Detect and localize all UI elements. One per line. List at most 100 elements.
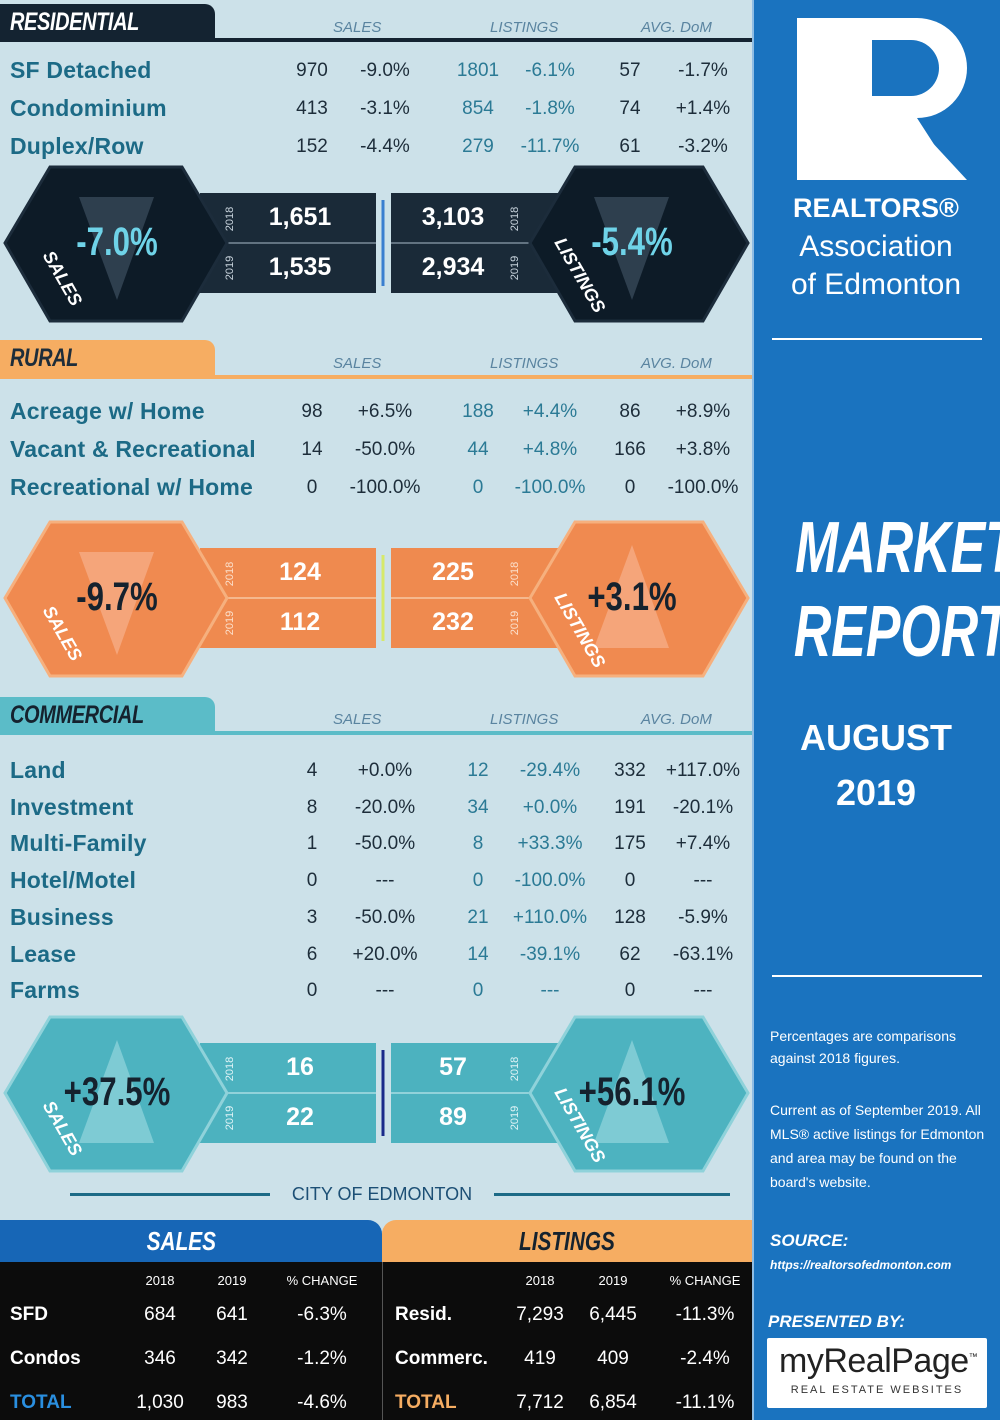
rural-row-sales-pct: -50.0% (354, 439, 416, 460)
city-sales-cell: 342 (216, 1348, 248, 1369)
city-listings-header: 2018 (525, 1273, 555, 1288)
commercial-col-listings: LISTINGS (490, 711, 559, 728)
city-listings-cell: 419 (524, 1348, 556, 1369)
org-name: REALTORS® (793, 193, 959, 223)
commercial-listings-pct: +56.1% (578, 1070, 686, 1114)
realtor-r-logo-icon (797, 18, 967, 180)
commercial-row-listings: 12 (467, 760, 489, 781)
residential-sales-2019: 1,535 (268, 253, 332, 281)
residential-listings-arrow-down (594, 197, 669, 300)
city-listings-cell: 6,854 (589, 1392, 637, 1413)
residential-row-dom: 61 (619, 136, 641, 157)
rural-sales-2019: 112 (279, 608, 321, 636)
city-listings-header: 2019 (598, 1273, 628, 1288)
rural-row-sales: 0 (306, 477, 318, 498)
commercial-row-listings: 34 (467, 796, 489, 818)
city-sales-cell: 346 (144, 1348, 176, 1369)
rural-row-label: Acreage w/ Home (10, 398, 205, 424)
rural-row-listings: 188 (462, 401, 494, 422)
commercial-row-label: Hotel/Motel (10, 867, 137, 894)
city-sales-tab: SALES (146, 1226, 216, 1256)
commercial-row-listings-pct: -100.0% (514, 870, 586, 892)
rural-row-sales: 14 (301, 439, 323, 460)
commercial-row-sales-pct: -50.0% (354, 833, 416, 855)
commercial-row-listings: 14 (467, 943, 489, 965)
rural-row-dom-pct: +8.9% (675, 401, 731, 422)
commercial-row-sales-pct: --- (375, 870, 395, 892)
rural-row-label: Vacant & Recreational (10, 436, 256, 462)
city-sales-cell: 1,030 (136, 1392, 184, 1413)
commercial-row-listings: 0 (472, 980, 484, 1002)
rural-sales-2018: 124 (279, 558, 321, 586)
rural-listings-2018: 225 (432, 558, 474, 586)
city-sales-header: 2018 (145, 1273, 175, 1288)
commercial-sales-2019: 22 (286, 1103, 314, 1131)
commercial-summary-graphic (3, 1015, 750, 1173)
commercial-row-dom: 332 (614, 760, 646, 781)
commercial-row-dom-pct: --- (693, 870, 713, 892)
commercial-summary: +37.5% +56.1% SALES LISTINGS 2018 2019 2… (0, 1015, 752, 1175)
commercial-row-listings-pct: +33.3% (517, 833, 583, 855)
commercial-row-label: Lease (10, 940, 77, 967)
commercial-row-listings: 8 (472, 833, 484, 855)
commercial-row-dom-pct: --- (693, 980, 713, 1002)
commercial-sales-year1: 2018 (224, 1056, 237, 1082)
sidebar-rule-2 (772, 975, 982, 977)
commercial-row-listings: 0 (472, 870, 484, 892)
commercial-row-label: Land (10, 757, 66, 783)
note-current: Current as of September 2019. All MLS® a… (770, 1102, 985, 1190)
rural-row-dom-pct: -100.0% (667, 477, 739, 498)
rural-listings-2019: 232 (432, 608, 474, 636)
rural-row-listings: 0 (472, 477, 484, 498)
commercial-sales-arrow-up (79, 1040, 154, 1143)
commercial-row-dom: 191 (614, 796, 646, 818)
city-title: CITY OF EDMONTON (291, 1184, 473, 1204)
commercial-row-label: Investment (10, 793, 134, 820)
residential-row-listings-pct: -6.1% (525, 60, 575, 81)
rural-row-listings-pct: +4.8% (522, 439, 578, 460)
commercial-row-dom-pct: -5.9% (678, 906, 728, 928)
rural-summary-graphic (3, 520, 750, 678)
residential-row-dom: 74 (619, 98, 641, 119)
residential-row-listings: 854 (462, 98, 494, 119)
report-title-line1: MARKET (795, 508, 1000, 588)
commercial-row-sales: 0 (306, 980, 318, 1002)
commercial-sales-pct: +37.5% (63, 1070, 171, 1114)
residential-row-sales-pct: -3.1% (360, 98, 410, 119)
commercial-row-dom: 0 (624, 980, 636, 1002)
city-listings-cell: 409 (597, 1348, 629, 1369)
residential-sales-pct: -7.0% (76, 220, 158, 264)
rural-tab: RURAL (0, 340, 215, 378)
rural-row-dom: 86 (619, 401, 641, 422)
city-listings-table (383, 1262, 752, 1420)
city-sales-row-label: Condos (10, 1348, 81, 1369)
commercial-col-dom: AVG. DoM (641, 711, 712, 728)
residential-row-dom-pct: -1.7% (678, 60, 728, 81)
city-listings-cell: 7,293 (516, 1304, 564, 1325)
rural-col-listings: LISTINGS (490, 355, 559, 372)
rural-row-dom: 0 (624, 477, 636, 498)
source-url[interactable]: https://realtorsofedmonton.com (770, 1258, 952, 1272)
commercial-col-sales: SALES (333, 711, 382, 728)
city-listings-tab: LISTINGS (519, 1226, 615, 1256)
commercial-row-sales: 6 (306, 943, 318, 965)
rural-sales-year2: 2019 (224, 610, 237, 636)
residential-sales-year1: 2018 (224, 206, 237, 232)
residential-row-sales: 413 (296, 98, 328, 119)
city-sales-table (0, 1262, 382, 1420)
rural-row-label: Recreational w/ Home (10, 474, 254, 500)
commercial-divider (0, 731, 752, 735)
rural-divider (0, 375, 752, 379)
city-sales-tab-bg (0, 1220, 382, 1262)
commercial-row-dom: 128 (614, 906, 646, 928)
commercial-row-listings-pct: -39.1% (519, 943, 581, 965)
city-sales-header: % CHANGE (286, 1273, 358, 1288)
myrealpage-logo: myRealPage™ REAL ESTATE WEBSITES (767, 1338, 987, 1408)
commercial-row-sales: 1 (306, 833, 318, 855)
city-listings-row-label: Commerc. (395, 1348, 488, 1369)
logo-wordmark: myRealPage™ (779, 1342, 978, 1380)
residential-listings-2018: 3,103 (421, 203, 485, 231)
residential-row-label: SF Detached (10, 57, 152, 83)
city-rule-right (494, 1193, 730, 1196)
commercial-row-dom: 62 (619, 943, 641, 965)
